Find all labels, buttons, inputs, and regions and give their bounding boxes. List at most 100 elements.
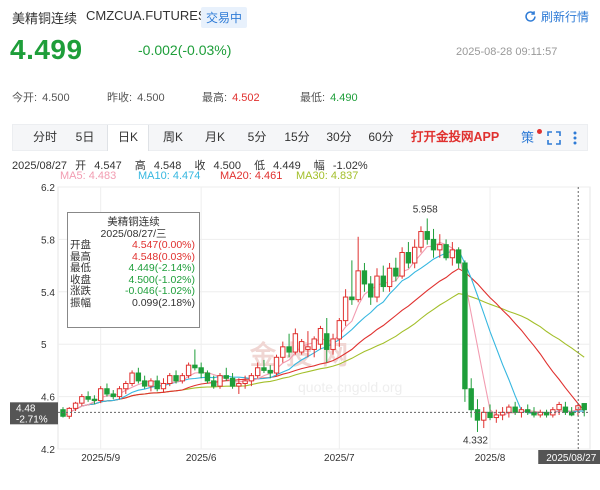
candle-body bbox=[104, 388, 110, 395]
candle-body bbox=[468, 388, 474, 411]
crosshair-price: 4.48 bbox=[16, 403, 36, 414]
candle-body bbox=[267, 369, 273, 374]
tab-5day[interactable]: 5日 bbox=[75, 130, 95, 144]
candle-body bbox=[581, 403, 587, 411]
candle-body bbox=[129, 372, 135, 385]
stat-open-value: 4.500 bbox=[42, 92, 70, 104]
candle-body bbox=[261, 367, 267, 371]
candle-body bbox=[135, 372, 142, 382]
candle-body bbox=[217, 375, 223, 387]
candle-body bbox=[374, 275, 380, 298]
candle-body bbox=[380, 275, 386, 288]
more-icon[interactable] bbox=[573, 125, 577, 150]
candle-body bbox=[317, 327, 324, 345]
stat-low: 最低: 4.490 bbox=[300, 92, 358, 104]
stat-open: 今开: 4.500 bbox=[12, 92, 70, 104]
instrument-name: 美精铜连续 bbox=[12, 11, 78, 26]
ma5-label: MA5: 4.483 bbox=[60, 170, 117, 182]
ma20-label: MA20: 4.461 bbox=[220, 170, 283, 182]
candle-body bbox=[179, 375, 186, 382]
candle-body bbox=[411, 246, 418, 264]
x-tick-label: 2025/8 bbox=[475, 453, 506, 464]
y-tick-label: 5 bbox=[41, 340, 47, 351]
tooltip-row-high: 最高 4.548(0.03%) bbox=[70, 250, 195, 263]
stat-high-value: 4.502 bbox=[232, 92, 260, 104]
candle-body bbox=[298, 341, 305, 353]
candle-body bbox=[330, 338, 336, 350]
y-tick-label: 4.6 bbox=[41, 393, 55, 404]
tooltip-row-close: 收盘 4.500(-1.02%) bbox=[70, 273, 195, 286]
candle-body bbox=[273, 356, 280, 374]
current-price: 4.499 bbox=[10, 34, 83, 65]
candle-body bbox=[462, 262, 468, 390]
tab-intraday[interactable]: 分时 bbox=[32, 130, 57, 144]
y-tick-label: 5.4 bbox=[41, 288, 55, 299]
candle-body bbox=[449, 249, 456, 259]
candle-body bbox=[342, 296, 349, 322]
fullscreen-icon[interactable] bbox=[547, 125, 561, 150]
candle-body bbox=[248, 375, 255, 382]
tab-15min[interactable]: 15分 bbox=[284, 130, 310, 144]
candle-body bbox=[537, 411, 543, 416]
tab-monthly-k[interactable]: 月K bbox=[204, 130, 225, 144]
candle-body bbox=[430, 238, 437, 251]
strategy-icon[interactable]: 策 bbox=[521, 130, 535, 145]
candle-body bbox=[85, 396, 91, 400]
candle-body bbox=[292, 333, 299, 353]
candle-body bbox=[229, 377, 236, 387]
candle-body bbox=[204, 372, 211, 382]
candle-body bbox=[192, 364, 198, 369]
stat-low-value: 4.490 bbox=[330, 92, 358, 104]
extreme-label: 4.332 bbox=[463, 436, 488, 447]
candle-body bbox=[97, 388, 104, 402]
candle-body bbox=[355, 270, 361, 301]
candle-body bbox=[173, 375, 179, 382]
tab-5min[interactable]: 5分 bbox=[247, 130, 267, 144]
candle-body bbox=[60, 409, 66, 417]
stat-high: 最高: 4.502 bbox=[202, 92, 260, 104]
ohlc-summary: 2025/08/27 开 4.547 高 4.548 收 4.500 低 4.4… bbox=[12, 160, 368, 172]
ma20-line bbox=[62, 268, 585, 417]
candle-body bbox=[481, 411, 487, 421]
tooltip-row-low: 最低 4.449(-2.14%) bbox=[70, 262, 195, 274]
tooltip-row-change: 涨跌 -0.046(-1.02%) bbox=[70, 285, 195, 297]
tooltip-row-open: 开盘 4.547(0.00%) bbox=[70, 239, 195, 251]
candle-body bbox=[556, 403, 562, 411]
candle-body bbox=[418, 231, 424, 248]
tab-daily-k[interactable]: 日K bbox=[107, 125, 149, 151]
candle-body bbox=[361, 270, 368, 285]
x-tick-label: 2025/7 bbox=[324, 453, 355, 464]
status-badge: 交易中 bbox=[201, 7, 248, 28]
refresh-label: 刷新行情 bbox=[541, 10, 590, 24]
candle-body bbox=[349, 296, 355, 301]
crosshair-date-box bbox=[538, 450, 600, 464]
candle-body bbox=[236, 383, 242, 387]
x-tick-label: 2025/5/9 bbox=[81, 453, 120, 464]
candle-body bbox=[311, 338, 317, 350]
tab-weekly-k[interactable]: 周K bbox=[162, 130, 183, 144]
candle-body bbox=[154, 380, 160, 390]
candle-body bbox=[512, 406, 518, 413]
ma10-label: MA10: 4.474 bbox=[138, 170, 201, 182]
candle-body bbox=[443, 244, 449, 259]
refresh-button[interactable]: 刷新行情 bbox=[524, 8, 589, 25]
tab-60min[interactable]: 60分 bbox=[368, 130, 394, 144]
period-tab-bar: 分时 5日 日K 周K 月K 5分 15分 30分 60分 打开金投网APP 策 bbox=[12, 124, 588, 151]
crosshair-date: 2025/08/27 bbox=[546, 453, 596, 464]
candle-body bbox=[424, 231, 430, 240]
ma10-line bbox=[62, 249, 585, 417]
tab-30min[interactable]: 30分 bbox=[326, 130, 352, 144]
candle-body bbox=[368, 283, 374, 298]
open-app-link[interactable]: 打开金投网APP bbox=[411, 130, 500, 144]
quote-timestamp: 2025-08-28 09:11:57 bbox=[456, 46, 558, 58]
candle-body bbox=[399, 252, 405, 277]
stat-prev-close-value: 4.500 bbox=[137, 92, 165, 104]
kline-tooltip: 美精铜连续 2025/08/27/三 开盘 4.547(0.00%) 最高 4.54… bbox=[67, 212, 200, 328]
candle-body bbox=[110, 393, 116, 398]
candle-body bbox=[242, 380, 248, 385]
candle-body bbox=[286, 346, 292, 353]
candle-body bbox=[305, 346, 311, 350]
candle-body bbox=[167, 375, 173, 384]
kline-chart[interactable]: 4.2 4.6 5 5.4 5.8 6.2 2025/5/9 2025/6 2025/7 2025… bbox=[0, 178, 600, 490]
candle-body bbox=[72, 402, 79, 409]
